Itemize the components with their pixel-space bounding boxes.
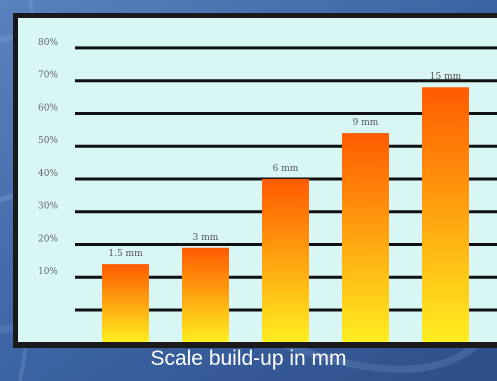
bar-data-label: 6 mm xyxy=(273,164,299,174)
y-tick-label: 50% xyxy=(38,136,58,146)
bar-data-label: 15 mm xyxy=(430,72,462,82)
y-tick-label: 30% xyxy=(38,202,58,212)
y-tick-label: 20% xyxy=(38,234,58,244)
y-tick-label: 80% xyxy=(38,38,58,48)
y-tick-label: 60% xyxy=(38,103,58,113)
bar xyxy=(182,247,229,342)
bar xyxy=(342,133,389,342)
bar-data-label: 1.5 mm xyxy=(108,249,143,259)
bars xyxy=(102,87,469,342)
chart-caption: Scale build-up in mm xyxy=(150,347,347,370)
y-axis-tick-labels: 10% 20% 30% 40% 50% 60% 70% 80% xyxy=(38,38,58,277)
bar-data-labels: 1.5 mm 3 mm 6 mm 9 mm 15 mm xyxy=(108,72,461,259)
y-tick-label: 70% xyxy=(38,71,58,81)
bar-data-label: 3 mm xyxy=(193,233,219,243)
y-tick-label: 10% xyxy=(38,267,58,277)
bar xyxy=(102,264,149,342)
bar xyxy=(262,178,309,342)
y-tick-label: 40% xyxy=(38,169,58,179)
bar-data-label: 9 mm xyxy=(353,118,379,128)
bar xyxy=(422,87,469,342)
